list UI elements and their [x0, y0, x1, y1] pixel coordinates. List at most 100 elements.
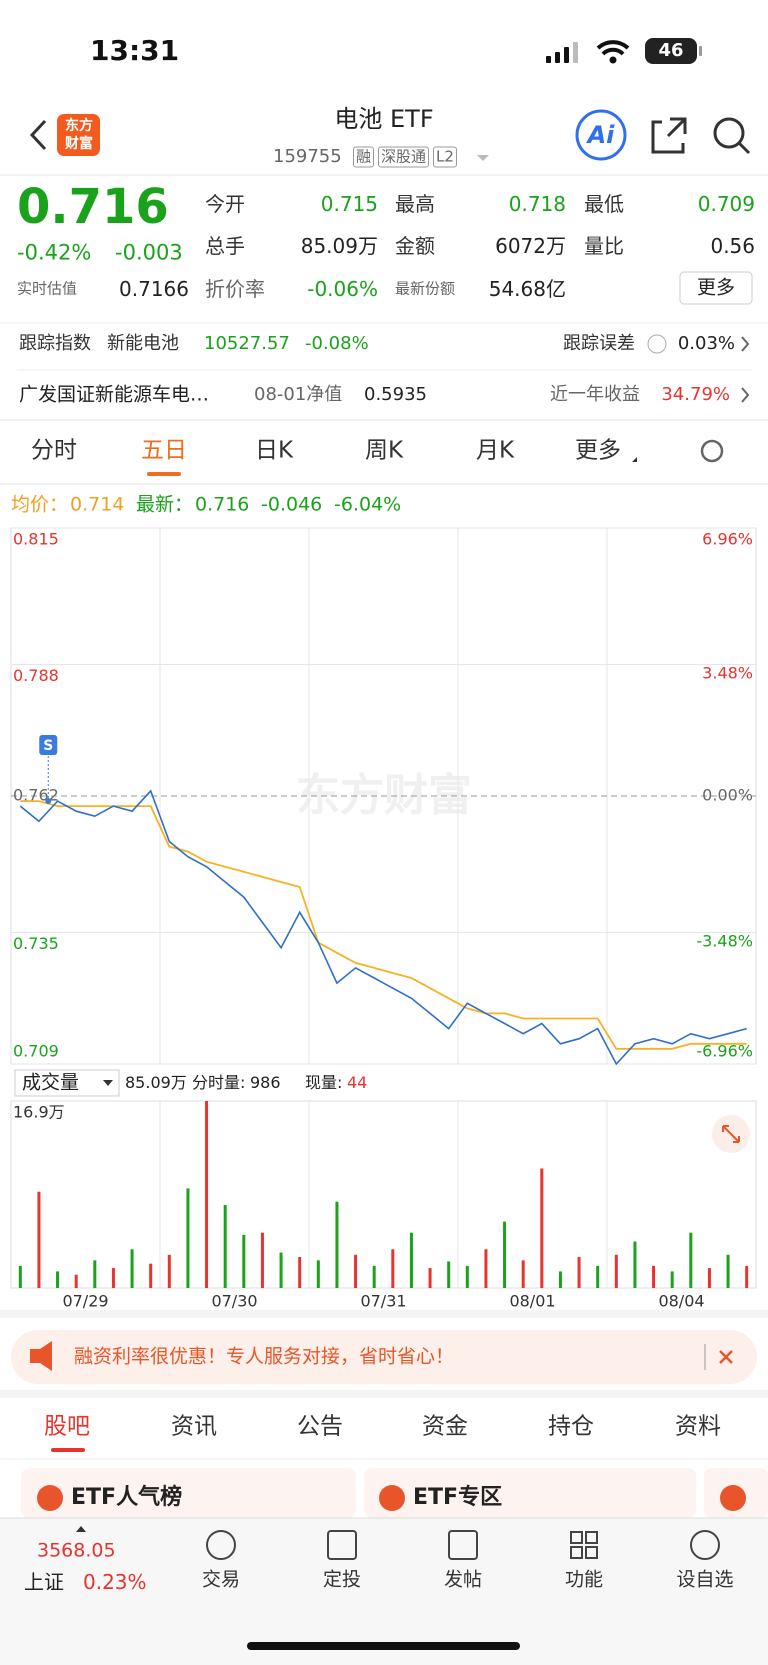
volume-bar [745, 1265, 749, 1288]
battery-tip [699, 46, 702, 56]
annotation-label: S [43, 738, 53, 754]
x-tick-label: 08/04 [658, 1292, 704, 1311]
gap [0, 1310, 768, 1318]
tab[interactable]: 持仓 [548, 1413, 594, 1440]
tab[interactable]: 资讯 [171, 1413, 217, 1440]
volume-bar [633, 1241, 637, 1288]
text: 44 [347, 1073, 368, 1092]
text: 实时估值 [17, 279, 78, 298]
volume-bar [726, 1254, 730, 1288]
home-indicator [247, 1642, 520, 1650]
tab[interactable]: 资料 [675, 1413, 721, 1440]
text: 广发国证新能源车电… [19, 383, 210, 406]
volume-bar [614, 1254, 618, 1288]
card-title[interactable]: ETF人气榜 [71, 1485, 183, 1510]
volume-bar [484, 1249, 488, 1288]
search-handle [737, 141, 751, 155]
text: 上证 [24, 1570, 64, 1594]
text: 10527.57 [204, 333, 290, 354]
volume-bar [558, 1271, 562, 1288]
text: 最新份额 [395, 279, 456, 298]
tab[interactable]: 资金 [422, 1413, 468, 1440]
signal-icon [546, 42, 578, 63]
text: 159755 [273, 146, 342, 167]
nav-item[interactable]: 发帖 [443, 1568, 483, 1591]
text: 0.718 [508, 192, 566, 216]
banner-text[interactable]: 融资利率很优惠！专人服务对接，省时省心！ [74, 1345, 455, 1368]
volume-bar [391, 1249, 395, 1288]
button[interactable]: 更多 [696, 276, 736, 299]
tab[interactable]: 日K [254, 437, 294, 464]
nav-item[interactable]: 设自选 [676, 1568, 734, 1591]
tab[interactable]: 股吧 [44, 1413, 90, 1440]
volume-bar [56, 1271, 60, 1288]
text: 13:31 [90, 34, 180, 67]
text: 0.5935 [364, 384, 427, 405]
volume-bar [465, 1265, 469, 1288]
caret [632, 457, 637, 462]
tab[interactable]: 五日 [141, 437, 187, 464]
active-tab-indicator [147, 472, 181, 476]
tab[interactable]: 公告 [297, 1413, 343, 1440]
tab[interactable]: 月K [475, 437, 515, 464]
nav-item[interactable]: 交易 [201, 1568, 241, 1591]
bottom-nav [0, 1518, 768, 1665]
text: 总手 [205, 234, 245, 258]
y-tick-label: 0.709 [13, 1042, 59, 1061]
nav-item[interactable]: 定投 [322, 1568, 362, 1591]
volume-bar [111, 1268, 115, 1288]
volume-bar [18, 1265, 22, 1288]
megaphone-icon [30, 1341, 52, 1371]
text: -0.06% [307, 277, 378, 301]
text: 0.709 [697, 192, 755, 216]
y2-tick-label: 3.48% [702, 664, 753, 683]
tag: L2 [433, 146, 457, 168]
volume-bar [707, 1268, 711, 1288]
share-button[interactable] [651, 117, 687, 154]
text: 东方 [65, 118, 93, 134]
text: 新能电池 [107, 333, 179, 354]
y-tick-label: 0.735 [13, 934, 59, 953]
text: 最低 [584, 192, 624, 216]
expand-icon [722, 1125, 740, 1143]
search-button[interactable] [713, 117, 745, 149]
text: 986 [250, 1073, 281, 1092]
close-button[interactable] [719, 1350, 733, 1364]
banner[interactable] [11, 1330, 757, 1384]
text: 金额 [395, 234, 435, 258]
tag: 融 [353, 146, 375, 168]
text: 现量: [305, 1073, 343, 1092]
card[interactable] [364, 1468, 696, 1518]
tab[interactable]: 更多 [575, 437, 621, 464]
y2-tick-label: 6.96% [702, 530, 753, 549]
volume-bar [167, 1254, 171, 1288]
text: 今开 [205, 192, 245, 216]
x-tick-label: 07/30 [211, 1292, 257, 1311]
card-title[interactable]: ETF专区 [413, 1485, 503, 1510]
gap [0, 395, 768, 420]
volume-bar [149, 1263, 153, 1288]
ai-button[interactable] [575, 109, 627, 161]
text: 0.7166 [119, 277, 189, 301]
gap [0, 1390, 768, 1398]
tab[interactable]: 分时 [31, 437, 77, 464]
card[interactable] [21, 1468, 356, 1518]
y2-tick-label: -3.48% [696, 932, 753, 951]
more-button[interactable] [679, 271, 753, 305]
text: 46 [658, 40, 684, 61]
x-tick-label: 08/01 [509, 1292, 555, 1311]
nav-item[interactable]: 功能 [564, 1568, 604, 1591]
text: 85.09万 [125, 1073, 187, 1092]
indicator-selector[interactable] [14, 1069, 120, 1097]
tab[interactable]: 周K [364, 437, 404, 464]
text[interactable]: 成交量 [22, 1071, 80, 1094]
text: 分时量: [192, 1073, 246, 1092]
back-button[interactable] [29, 119, 47, 151]
text: 0.23% [83, 1570, 147, 1594]
volume-bar [186, 1188, 190, 1288]
volume-bar [205, 1101, 209, 1288]
settings-button[interactable] [700, 439, 724, 463]
logo [57, 114, 100, 156]
